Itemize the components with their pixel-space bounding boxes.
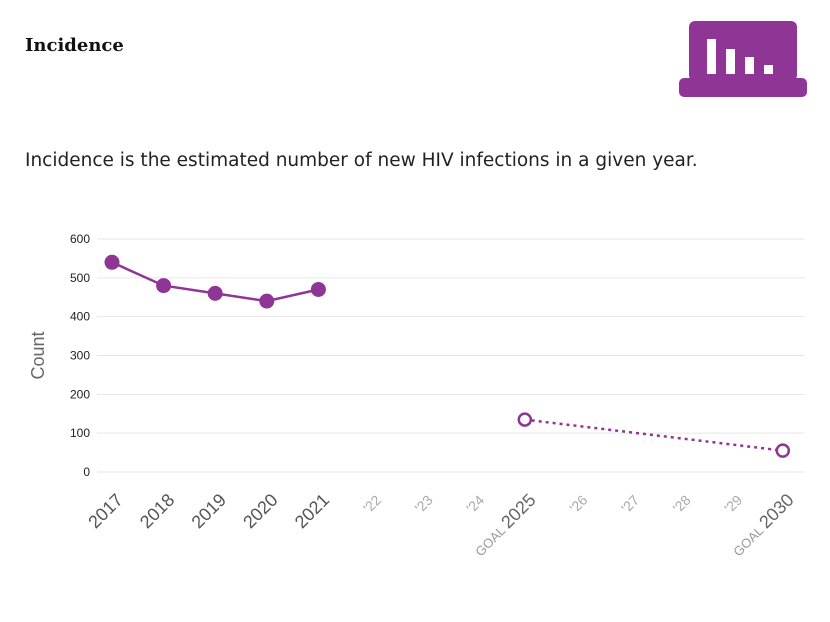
data-point xyxy=(310,281,326,297)
x-tick-label: '27 xyxy=(618,492,642,516)
y-tick-label: 0 xyxy=(83,465,90,479)
y-tick-label: 400 xyxy=(70,310,90,324)
goal-line xyxy=(524,418,783,452)
data-point xyxy=(259,293,275,309)
x-tick-label: 2021 xyxy=(291,490,333,532)
x-tick-label: '26 xyxy=(566,492,590,516)
x-tick-label: '28 xyxy=(670,492,694,516)
x-tick-label: 2020 xyxy=(239,490,281,532)
y-tick-label: 200 xyxy=(70,387,90,401)
y-tick-label: 100 xyxy=(70,426,90,440)
x-tick-label: 2019 xyxy=(188,490,230,532)
description-text: Incidence is the estimated number of new… xyxy=(25,150,698,171)
page-title: Incidence xyxy=(25,35,124,56)
y-tick-label: 300 xyxy=(70,349,90,363)
x-tick-label: '24 xyxy=(463,492,487,516)
y-axis-label: Count xyxy=(28,331,48,379)
x-tick-label: '29 xyxy=(721,492,745,516)
x-tick-label: '22 xyxy=(360,492,384,516)
goal-point xyxy=(517,412,533,427)
data-point xyxy=(104,254,120,270)
y-tick-label: 600 xyxy=(70,232,90,246)
x-tick-label: '23 xyxy=(412,492,436,516)
goal-point xyxy=(775,443,791,458)
y-tick-label: 500 xyxy=(70,271,90,285)
data-point xyxy=(156,278,172,294)
bar-chart-icon xyxy=(679,21,807,97)
x-tick-label: 2018 xyxy=(136,490,178,532)
x-tick-label: 2017 xyxy=(84,490,126,532)
data-point xyxy=(207,285,223,301)
